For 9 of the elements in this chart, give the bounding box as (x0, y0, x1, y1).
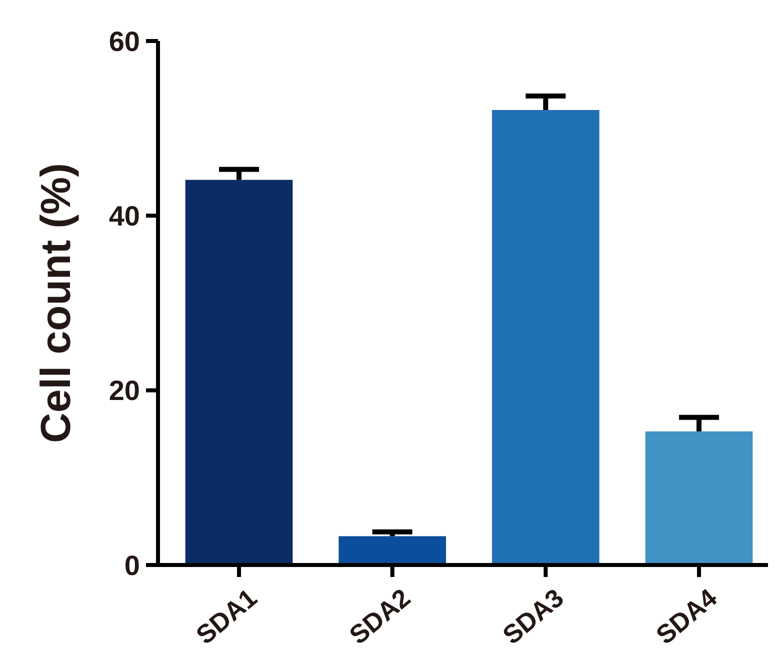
bar (492, 110, 600, 565)
bar (185, 180, 293, 565)
bar (338, 536, 446, 565)
y-tick-label: 20 (108, 375, 140, 406)
y-tick-label: 0 (124, 550, 140, 581)
bar (645, 431, 753, 565)
y-axis-title: Cell count (%) (32, 163, 79, 443)
y-tick-label: 40 (108, 200, 140, 232)
y-tick-label: 60 (108, 26, 140, 57)
